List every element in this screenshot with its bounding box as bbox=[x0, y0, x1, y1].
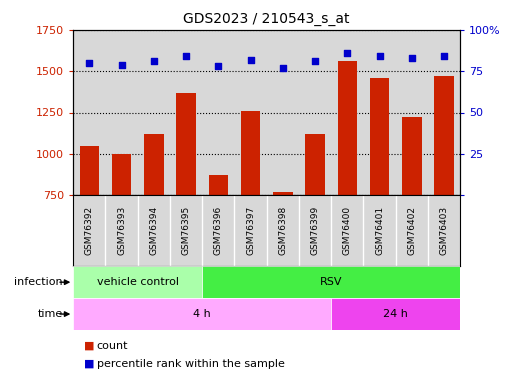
Bar bbox=[402, 117, 422, 195]
Point bbox=[214, 63, 223, 69]
Text: GSM76397: GSM76397 bbox=[246, 206, 255, 255]
Text: vehicle control: vehicle control bbox=[97, 277, 179, 287]
Point bbox=[117, 62, 126, 68]
Text: 4 h: 4 h bbox=[194, 309, 211, 319]
Point bbox=[279, 65, 287, 71]
Point bbox=[408, 55, 416, 61]
Bar bbox=[202, 266, 460, 298]
Text: GSM76393: GSM76393 bbox=[117, 206, 126, 255]
Text: percentile rank within the sample: percentile rank within the sample bbox=[97, 359, 285, 369]
Text: GSM76400: GSM76400 bbox=[343, 206, 352, 255]
Bar bbox=[73, 266, 202, 298]
Text: GSM76392: GSM76392 bbox=[85, 206, 94, 255]
Text: ■: ■ bbox=[84, 359, 94, 369]
Text: GSM76401: GSM76401 bbox=[375, 206, 384, 255]
Text: ■: ■ bbox=[84, 341, 94, 351]
Bar bbox=[144, 134, 164, 195]
Point bbox=[343, 50, 351, 56]
Text: time: time bbox=[38, 309, 63, 319]
Bar bbox=[331, 298, 460, 330]
Point bbox=[440, 53, 448, 59]
Title: GDS2023 / 210543_s_at: GDS2023 / 210543_s_at bbox=[184, 12, 350, 26]
Text: GSM76403: GSM76403 bbox=[440, 206, 449, 255]
Text: GSM76394: GSM76394 bbox=[150, 206, 158, 255]
Point bbox=[376, 53, 384, 59]
Bar bbox=[209, 175, 228, 195]
Text: 24 h: 24 h bbox=[383, 309, 408, 319]
Bar bbox=[176, 93, 196, 195]
Bar bbox=[241, 111, 260, 195]
Text: GSM76398: GSM76398 bbox=[278, 206, 287, 255]
Text: infection: infection bbox=[14, 277, 63, 287]
Bar bbox=[370, 78, 389, 195]
Bar bbox=[305, 134, 325, 195]
Text: GSM76396: GSM76396 bbox=[214, 206, 223, 255]
Point bbox=[311, 58, 319, 64]
Text: count: count bbox=[97, 341, 128, 351]
Text: GSM76395: GSM76395 bbox=[181, 206, 190, 255]
Bar bbox=[112, 154, 131, 195]
Point bbox=[150, 58, 158, 64]
Text: GSM76399: GSM76399 bbox=[311, 206, 320, 255]
Text: RSV: RSV bbox=[320, 277, 343, 287]
Bar bbox=[338, 62, 357, 195]
Bar bbox=[435, 76, 454, 195]
Bar bbox=[73, 298, 331, 330]
Bar bbox=[79, 146, 99, 195]
Point bbox=[246, 57, 255, 63]
Text: GSM76402: GSM76402 bbox=[407, 206, 416, 255]
Bar bbox=[273, 192, 292, 195]
Point bbox=[85, 60, 94, 66]
Point bbox=[182, 53, 190, 59]
